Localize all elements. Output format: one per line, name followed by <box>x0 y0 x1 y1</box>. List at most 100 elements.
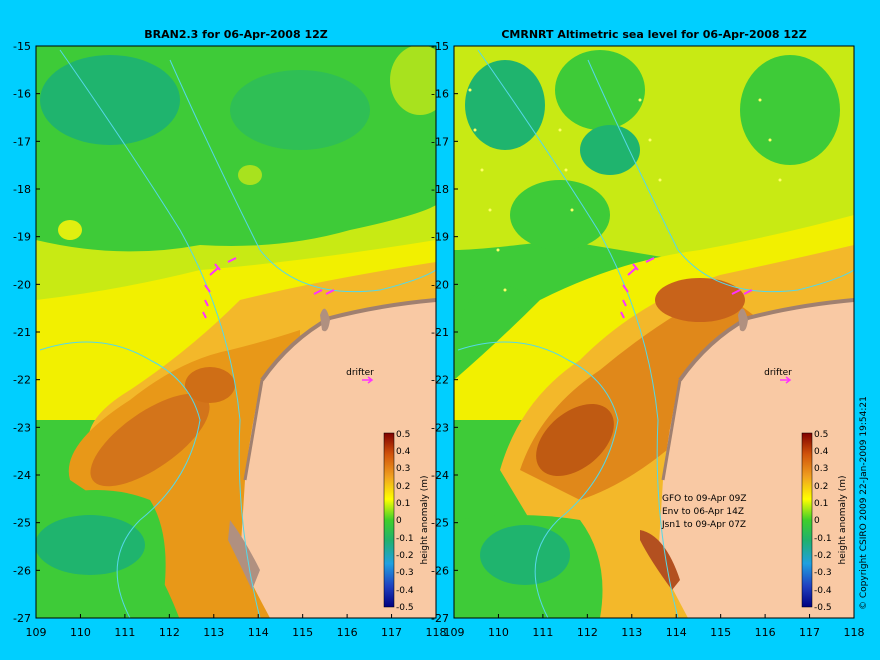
low-anomaly <box>740 55 840 165</box>
satellite-pass-env: Env to 06-Apr 14Z <box>662 507 744 517</box>
low-anomaly <box>555 50 645 130</box>
left-colorbar-label: height anomaly (m) <box>420 475 430 564</box>
y-tick-label: -19 <box>431 231 449 244</box>
y-tick-label: -24 <box>431 469 449 482</box>
x-tick-label: 109 <box>444 626 465 639</box>
bathymetry-contour <box>169 59 436 293</box>
y-tick-label: -15 <box>13 40 31 53</box>
altimeter-track-points <box>468 88 782 292</box>
bathymetry-contour <box>587 59 854 293</box>
x-tick-label: 115 <box>710 626 731 639</box>
low-anomaly <box>510 180 610 250</box>
y-tick-label: -20 <box>13 278 31 291</box>
y-tick-label: -26 <box>13 564 31 577</box>
x-tick-label: 115 <box>292 626 313 639</box>
cb-tick: -0.1 <box>396 534 414 544</box>
x-tick-label: 113 <box>621 626 642 639</box>
y-tick-label: -25 <box>13 517 31 530</box>
island <box>228 520 260 590</box>
drifter-arrow <box>780 376 792 384</box>
cb-tick: -0.4 <box>814 586 832 596</box>
y-tick-label: -18 <box>13 183 31 196</box>
y-tick-label: -24 <box>13 469 31 482</box>
cb-tick: -0.4 <box>396 586 414 596</box>
low-anomaly <box>580 125 640 175</box>
right-colorbar-label: height anomaly (m) <box>838 475 848 564</box>
y-tick-label: -22 <box>13 374 31 387</box>
x-tick-label: 111 <box>532 626 553 639</box>
y-tick-label: -18 <box>431 183 449 196</box>
eddy <box>655 278 745 322</box>
y-tick-label: -20 <box>431 278 449 291</box>
axes: -15-16-17-18-19-20-21-22-23-24-25-26-271… <box>13 40 864 639</box>
right-panel-title: CMRNRT Altimetric sea level for 06-Apr-2… <box>501 28 806 41</box>
low-anomaly <box>36 515 145 575</box>
bathymetry-contour <box>39 341 201 618</box>
y-tick-label: -21 <box>431 326 449 339</box>
cb-tick: -0.3 <box>814 568 832 578</box>
high-anomaly <box>390 46 436 115</box>
coastline <box>661 379 682 481</box>
x-tick-label: 112 <box>159 626 180 639</box>
y-tick-label: -27 <box>431 612 449 625</box>
cb-tick: 0 <box>814 516 820 526</box>
drifter-label: drifter <box>764 368 792 378</box>
drifter-track <box>202 257 237 319</box>
low-anomaly <box>480 525 570 585</box>
bathymetry-contour <box>457 341 619 618</box>
island <box>738 308 748 332</box>
cb-tick: 0 <box>396 516 402 526</box>
high-anomaly <box>58 220 82 240</box>
x-tick-label: 112 <box>577 626 598 639</box>
y-tick-label: -16 <box>431 88 449 101</box>
satellite-pass-jsn1: Jsn1 to 09-Apr 07Z <box>661 520 746 530</box>
cb-tick: 0.3 <box>814 464 828 474</box>
y-tick-label: -22 <box>431 374 449 387</box>
y-tick-label: -15 <box>431 40 449 53</box>
drifter-track <box>731 289 753 295</box>
drifter-track <box>313 289 335 295</box>
high-anomaly <box>238 165 262 185</box>
copyright-note: © Copyright CSIRO 2009 22-Jan-2009 19:54… <box>859 396 869 610</box>
low-anomaly <box>465 60 545 150</box>
y-tick-label: -17 <box>13 135 31 148</box>
bathymetry-contour <box>477 49 679 618</box>
satellite-pass-gfo: GFO to 09-Apr 09Z <box>662 494 747 504</box>
drifter-track <box>620 257 655 319</box>
island <box>320 308 330 332</box>
x-tick-label: 117 <box>381 626 402 639</box>
right-colorbar <box>801 432 813 608</box>
cb-tick: 0.3 <box>396 464 410 474</box>
y-tick-label: -17 <box>431 135 449 148</box>
cb-tick: -0.5 <box>814 603 832 613</box>
cb-tick: 0.1 <box>396 499 410 509</box>
low-anomaly <box>40 55 180 145</box>
cb-tick: -0.3 <box>396 568 414 578</box>
eddy <box>90 393 210 487</box>
cb-tick: -0.5 <box>396 603 414 613</box>
right-map: drifter GFO to 09-Apr 09Z Env to 06-Apr … <box>454 46 854 618</box>
coastline <box>678 298 854 382</box>
cb-tick: 0.2 <box>396 482 410 492</box>
eddy <box>185 367 235 403</box>
y-tick-label: -27 <box>13 612 31 625</box>
eddy <box>536 403 614 477</box>
cb-tick: 0.5 <box>814 430 828 440</box>
y-tick-label: -25 <box>431 517 449 530</box>
x-tick-label: 113 <box>203 626 224 639</box>
x-tick-label: 117 <box>799 626 820 639</box>
cb-tick: 0.4 <box>396 447 411 457</box>
x-tick-label: 109 <box>26 626 47 639</box>
cb-tick: -0.2 <box>814 551 832 561</box>
bathymetry-contour <box>59 49 261 618</box>
x-tick-label: 116 <box>337 626 358 639</box>
x-tick-label: 110 <box>488 626 509 639</box>
y-tick-label: -23 <box>431 421 449 434</box>
drifter-label: drifter <box>346 368 374 378</box>
y-tick-label: -23 <box>13 421 31 434</box>
cb-tick: 0.2 <box>814 482 828 492</box>
left-colorbar-ticks: 0.5 0.4 0.3 0.2 0.1 0 -0.1 -0.2 -0.3 -0.… <box>396 430 414 613</box>
island <box>640 530 680 590</box>
drifter-arrow <box>362 376 374 384</box>
